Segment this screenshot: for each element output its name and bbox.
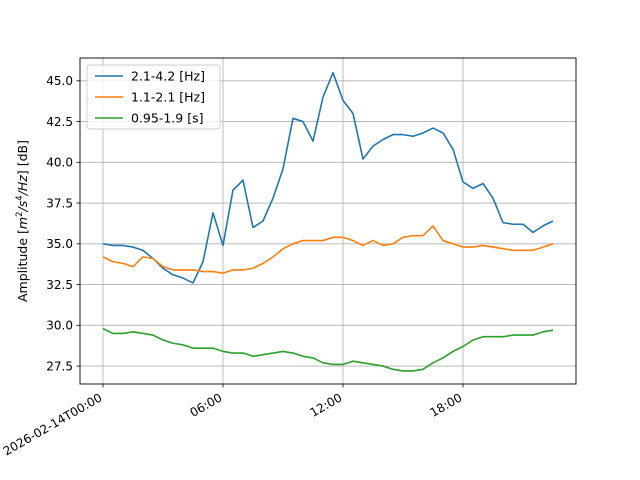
y-tick-label-4: 37.5 xyxy=(46,196,73,210)
grid xyxy=(80,58,576,384)
legend: 2.1-4.2 [Hz] 1.1-2.1 [Hz] 0.95-1.9 [s] xyxy=(86,64,221,130)
legend-label-series-3: 0.95-1.9 [s] xyxy=(131,111,203,126)
y-tick-label-0: 27.5 xyxy=(46,359,73,373)
y-tick-label-1: 30.0 xyxy=(46,319,73,333)
plot-frame xyxy=(79,57,577,385)
y-tick-label-3: 35.0 xyxy=(46,237,73,251)
y-tick-label-6: 42.5 xyxy=(46,115,73,129)
y-tick-label-7: 45.0 xyxy=(46,74,73,88)
y-tick-label-2: 32.5 xyxy=(46,278,73,292)
svg-text:Amplitude [m2/s4/Hz] [dB]: Amplitude [m2/s4/Hz] [dB] xyxy=(15,140,30,302)
legend-box xyxy=(86,64,221,130)
legend-label-series-1: 2.1-4.2 [Hz] xyxy=(131,69,205,84)
series-layer xyxy=(102,71,554,372)
series-line-3 xyxy=(102,327,554,372)
series-line-2 xyxy=(102,225,554,274)
y-axis-label: Amplitude [m2/s4/Hz] [dB] xyxy=(15,140,30,302)
legend-label-series-2: 1.1-2.1 [Hz] xyxy=(131,90,205,105)
series-line-1 xyxy=(102,71,554,284)
y-tick-label-5: 40.0 xyxy=(46,156,73,170)
